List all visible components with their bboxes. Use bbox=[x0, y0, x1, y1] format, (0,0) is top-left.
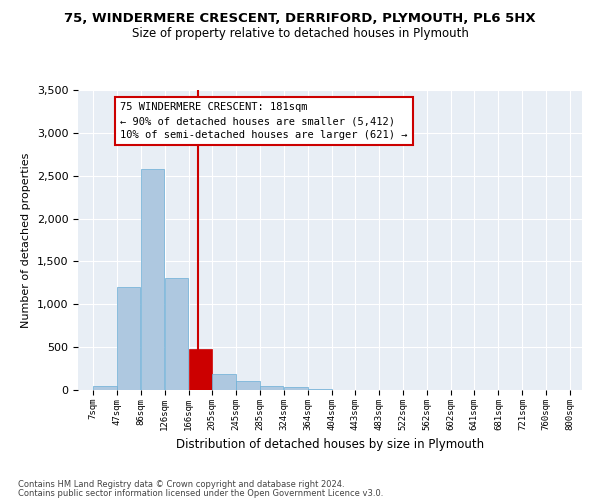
Bar bbox=[236, 380, 260, 390]
Bar bbox=[284, 388, 308, 390]
Bar bbox=[212, 374, 236, 390]
Bar bbox=[141, 169, 164, 390]
Text: 75, WINDERMERE CRESCENT, DERRIFORD, PLYMOUTH, PL6 5HX: 75, WINDERMERE CRESCENT, DERRIFORD, PLYM… bbox=[64, 12, 536, 26]
X-axis label: Distribution of detached houses by size in Plymouth: Distribution of detached houses by size … bbox=[176, 438, 484, 451]
Bar bbox=[260, 386, 283, 390]
Text: 75 WINDERMERE CRESCENT: 181sqm
← 90% of detached houses are smaller (5,412)
10% : 75 WINDERMERE CRESCENT: 181sqm ← 90% of … bbox=[120, 102, 407, 140]
Bar bbox=[189, 349, 212, 390]
Bar bbox=[308, 389, 332, 390]
Bar bbox=[118, 287, 140, 390]
Text: Size of property relative to detached houses in Plymouth: Size of property relative to detached ho… bbox=[131, 28, 469, 40]
Y-axis label: Number of detached properties: Number of detached properties bbox=[21, 152, 31, 328]
Text: Contains public sector information licensed under the Open Government Licence v3: Contains public sector information licen… bbox=[18, 489, 383, 498]
Text: Contains HM Land Registry data © Crown copyright and database right 2024.: Contains HM Land Registry data © Crown c… bbox=[18, 480, 344, 489]
Bar bbox=[93, 386, 117, 390]
Bar bbox=[165, 278, 188, 390]
